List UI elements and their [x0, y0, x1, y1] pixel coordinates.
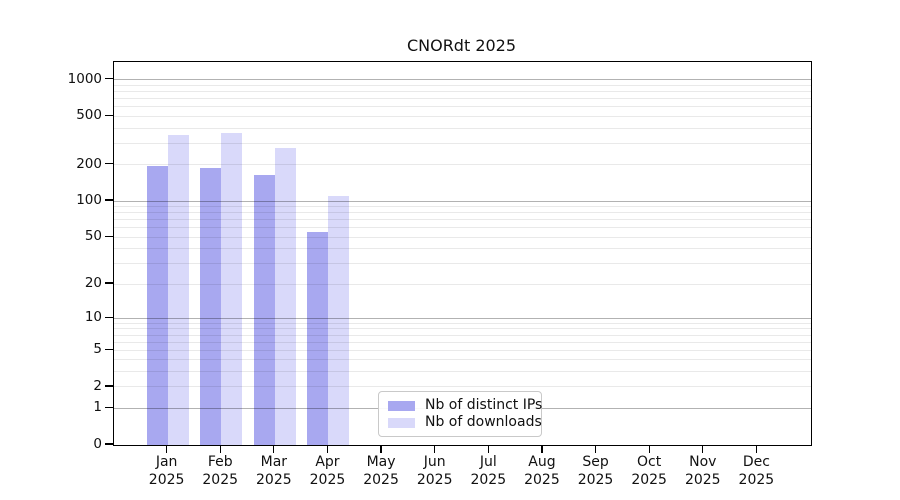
- y-tick-label: 1: [93, 399, 102, 416]
- gridline-minor: [114, 127, 811, 129]
- gridline-minor: [114, 262, 811, 264]
- bar-distinct-ips-mar: [253, 174, 275, 445]
- x-tick-mark: [380, 445, 382, 453]
- y-tick-label: 5: [93, 341, 102, 358]
- gridline-minor: [114, 248, 811, 250]
- gridline-minor: [114, 349, 811, 351]
- x-tick-label: Jan 2025: [148, 454, 185, 488]
- gridline-minor: [114, 334, 811, 336]
- gridline-minor: [114, 371, 811, 373]
- y-tick-label: 100: [76, 192, 102, 209]
- gridline-minor: [114, 341, 811, 343]
- x-tick-mark: [166, 445, 168, 453]
- x-tick-label: Aug 2025: [524, 454, 560, 488]
- gridline-major: [114, 79, 811, 81]
- gridline-minor: [114, 164, 811, 166]
- gridline-minor: [114, 219, 811, 221]
- legend-swatch-distinct-ips: [388, 400, 415, 411]
- y-tick-label: 2: [93, 377, 102, 394]
- x-tick-mark: [434, 445, 436, 453]
- gridline-minor: [114, 236, 811, 238]
- bar-distinct-ips-jan: [146, 165, 168, 445]
- x-tick-label: May 2025: [363, 454, 399, 488]
- gridline-minor: [114, 142, 811, 144]
- plot-area: [113, 61, 812, 446]
- y-tick-label: 1000: [67, 70, 102, 87]
- gridline-minor: [114, 227, 811, 229]
- x-tick-label: Nov 2025: [684, 454, 721, 488]
- gridline-minor: [114, 283, 811, 285]
- y-tick-mark: [105, 78, 113, 80]
- y-tick-label: 20: [84, 275, 102, 292]
- y-tick-mark: [105, 282, 113, 284]
- gridline-minor: [114, 328, 811, 330]
- x-tick-mark: [541, 445, 543, 453]
- bar-downloads-mar: [274, 147, 296, 445]
- x-tick-mark: [219, 445, 221, 453]
- bar-downloads-feb: [221, 132, 243, 445]
- legend-swatch-downloads: [388, 417, 415, 428]
- chart-title: CNORdt 2025: [406, 36, 517, 55]
- x-tick-mark: [755, 445, 757, 453]
- bar-downloads-jan: [167, 135, 189, 445]
- y-tick-mark: [105, 114, 113, 116]
- gridline-minor: [114, 115, 811, 117]
- y-tick-mark: [105, 235, 113, 237]
- bar-distinct-ips-apr: [307, 232, 329, 445]
- y-tick-mark: [105, 385, 113, 387]
- gridline-minor: [114, 206, 811, 208]
- gridline-minor: [114, 84, 811, 86]
- x-tick-mark: [487, 445, 489, 453]
- x-tick-label: Dec 2025: [738, 454, 775, 488]
- y-tick-mark: [105, 316, 113, 318]
- x-tick-label: Apr 2025: [309, 454, 346, 488]
- y-tick-label: 500: [76, 107, 102, 124]
- y-tick-label: 200: [76, 155, 102, 172]
- gridline-minor: [114, 212, 811, 214]
- gridline-minor: [114, 91, 811, 93]
- y-tick-mark: [105, 443, 113, 445]
- x-tick-mark: [648, 445, 650, 453]
- gridline-minor: [114, 386, 811, 388]
- legend-label-distinct-ips: Nb of distinct IPs: [425, 397, 543, 413]
- x-tick-label: Feb 2025: [202, 454, 239, 488]
- gridline-minor: [114, 98, 811, 100]
- gridline-minor: [114, 106, 811, 108]
- legend-row-distinct-ips: Nb of distinct IPs: [388, 397, 542, 414]
- x-tick-mark: [273, 445, 275, 453]
- x-tick-mark: [326, 445, 329, 453]
- bar-downloads-apr: [328, 196, 350, 445]
- y-tick-mark: [105, 163, 113, 165]
- gridline-major: [114, 317, 811, 319]
- y-tick-label: 10: [84, 309, 102, 326]
- x-tick-mark: [702, 445, 704, 453]
- plot-canvas: [114, 62, 811, 445]
- y-tick-mark: [105, 406, 113, 408]
- gridline-major: [114, 200, 811, 202]
- x-tick-label: Jul 2025: [470, 454, 507, 488]
- y-tick-label: 50: [84, 228, 102, 245]
- legend-row-downloads: Nb of downloads: [388, 414, 542, 431]
- y-tick-label: 0: [93, 436, 102, 452]
- legend: Nb of distinct IPs Nb of downloads: [378, 391, 542, 437]
- y-tick-mark: [105, 348, 113, 350]
- x-tick-label: Jun 2025: [416, 454, 453, 488]
- bar-distinct-ips-feb: [200, 168, 222, 445]
- x-tick-label: Mar 2025: [256, 454, 292, 488]
- gridline-minor: [114, 359, 811, 361]
- y-tick-mark: [105, 199, 113, 201]
- x-tick-mark: [594, 445, 597, 453]
- legend-label-downloads: Nb of downloads: [425, 414, 542, 430]
- x-tick-label: Oct 2025: [631, 454, 667, 488]
- x-tick-label: Sep 2025: [577, 454, 614, 488]
- gridline-minor: [114, 322, 811, 324]
